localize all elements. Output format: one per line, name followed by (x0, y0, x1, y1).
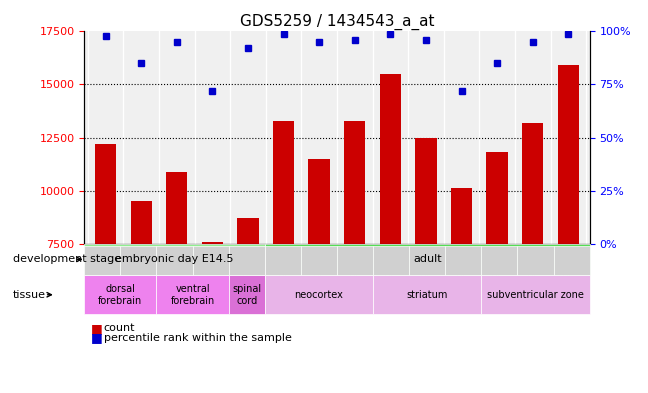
Bar (522, 123, 544, 244)
Text: striatum: striatum (406, 290, 448, 300)
Text: ■: ■ (91, 331, 102, 345)
Title: GDS5259 / 1434543_a_at: GDS5259 / 1434543_a_at (240, 14, 434, 30)
Bar (344, 121, 365, 244)
Bar (487, 152, 508, 244)
Bar (130, 201, 152, 244)
Text: neocortex: neocortex (294, 290, 343, 300)
Text: subventricular zone: subventricular zone (487, 290, 584, 300)
Bar (202, 242, 223, 244)
Bar (308, 159, 330, 244)
Bar (237, 218, 259, 244)
Text: ventral
forebrain: ventral forebrain (170, 284, 214, 305)
Bar (380, 74, 401, 244)
Text: embryonic day E14.5: embryonic day E14.5 (115, 254, 234, 264)
Text: tissue: tissue (13, 290, 46, 300)
Text: development stage: development stage (13, 254, 121, 264)
Bar (415, 138, 437, 244)
Text: adult: adult (413, 254, 441, 264)
Bar (166, 171, 187, 244)
Text: percentile rank within the sample: percentile rank within the sample (104, 333, 292, 343)
Text: count: count (104, 323, 135, 333)
Bar (558, 65, 579, 244)
Text: ■: ■ (91, 321, 102, 335)
Bar (273, 121, 294, 244)
Text: spinal
cord: spinal cord (232, 284, 261, 305)
Bar (95, 144, 116, 244)
Bar (451, 189, 472, 244)
Text: dorsal
forebrain: dorsal forebrain (98, 284, 143, 305)
